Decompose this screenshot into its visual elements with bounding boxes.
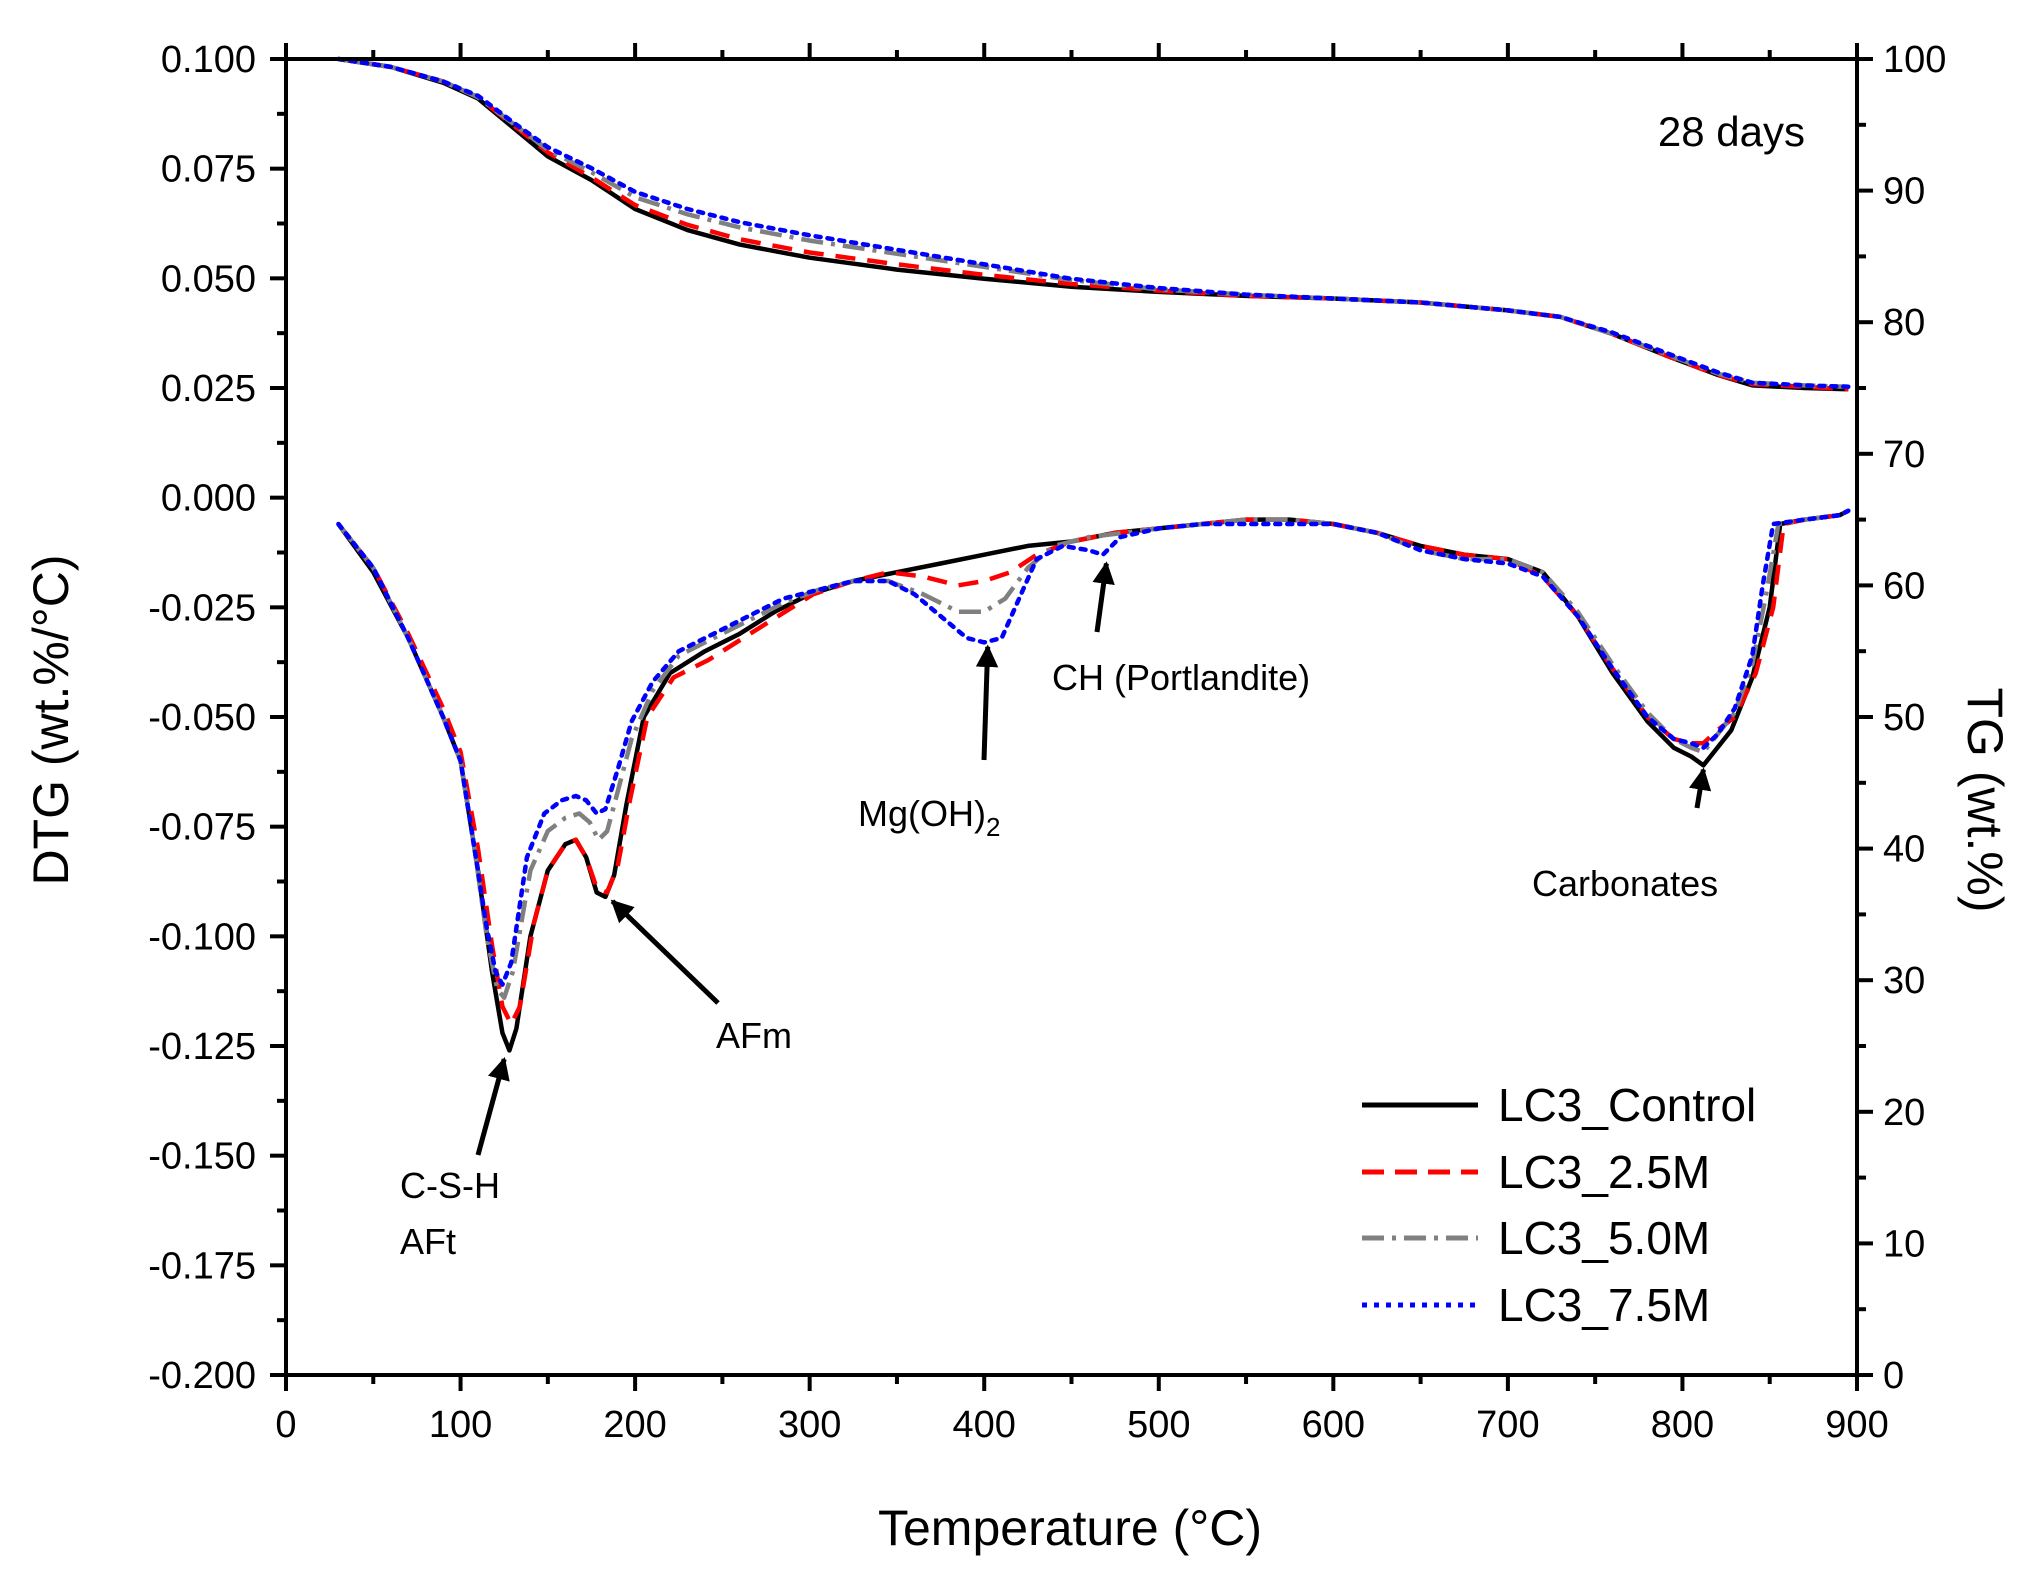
legend-label-5-0m: LC3_5.0M bbox=[1498, 1212, 1710, 1264]
tg-line-lc3-7-5m bbox=[336, 56, 1851, 389]
y-right-tick-label: 0 bbox=[1883, 1355, 1904, 1397]
afm-label: AFm bbox=[716, 1015, 792, 1056]
y-left-tick-label: -0.125 bbox=[148, 1026, 256, 1068]
y-right-tick-label: 60 bbox=[1883, 565, 1925, 607]
y-left-axis-title: DTG (wt.%/°C) bbox=[23, 554, 79, 885]
legend-label-2-5m: LC3_2.5M bbox=[1498, 1146, 1710, 1198]
x-tick-label: 900 bbox=[1825, 1404, 1888, 1446]
afm-arrow bbox=[610, 899, 720, 1005]
dtg-line-lc3-control bbox=[336, 508, 1850, 1053]
y-left-tick-label: 0.025 bbox=[161, 368, 256, 410]
y-left-tick-label: 0.075 bbox=[161, 149, 256, 191]
csh-label: C-S-H bbox=[400, 1165, 500, 1206]
y-right-tick-label: 10 bbox=[1883, 1223, 1925, 1265]
x-tick-label: 800 bbox=[1651, 1404, 1714, 1446]
y-right-tick-label: 80 bbox=[1883, 302, 1925, 344]
carbonates-arrow bbox=[1688, 767, 1712, 809]
x-tick-label: 200 bbox=[603, 1404, 666, 1446]
x-tick-label: 100 bbox=[429, 1404, 492, 1446]
legend-label-7-5m: LC3_7.5M bbox=[1498, 1279, 1710, 1331]
dtg-line-lc3-7-5m bbox=[336, 508, 1851, 987]
y-left-tick-label: 0.000 bbox=[161, 478, 256, 520]
y-right-tick-label: 50 bbox=[1883, 697, 1925, 739]
y-right-tick-label: 100 bbox=[1883, 39, 1946, 81]
annotations: C-S-H AFt AFm Mg(OH)2 CH (Portlandite) C… bbox=[400, 561, 1718, 1262]
series-layer bbox=[336, 56, 1851, 1053]
y-left-tick-label: -0.025 bbox=[148, 587, 256, 629]
mgoh-label-subscript: 2 bbox=[986, 812, 1000, 842]
x-tick-label: 400 bbox=[953, 1404, 1016, 1446]
panel-label: 28 days bbox=[1658, 108, 1805, 155]
y-right-tick-label: 20 bbox=[1883, 1092, 1925, 1134]
tg-line-lc3-2-5m bbox=[338, 56, 1849, 392]
y-right-tick-label: 90 bbox=[1883, 171, 1925, 213]
y-right-tick-label: 40 bbox=[1883, 829, 1925, 871]
csh-arrow bbox=[475, 1057, 510, 1156]
x-tick-label: 600 bbox=[1302, 1404, 1365, 1446]
y-right-axis-title: TG (wt.%) bbox=[1957, 688, 2013, 913]
x-tick-label: 0 bbox=[275, 1404, 296, 1446]
ch-arrow bbox=[1092, 561, 1115, 633]
y-right-tick-label: 70 bbox=[1883, 434, 1925, 476]
carbonates-label: Carbonates bbox=[1532, 863, 1718, 904]
mgoh-label: Mg(OH)2 bbox=[858, 793, 1000, 842]
x-tick-label: 700 bbox=[1476, 1404, 1539, 1446]
mgoh-arrow bbox=[975, 644, 999, 761]
x-tick-label: 500 bbox=[1127, 1404, 1190, 1446]
y-left-tick-label: -0.100 bbox=[148, 916, 256, 958]
y-left-tick-label: -0.050 bbox=[148, 697, 256, 739]
y-left-tick-label: 0.050 bbox=[161, 258, 256, 300]
ch-label: CH (Portlandite) bbox=[1052, 657, 1310, 698]
x-tick-label: 300 bbox=[778, 1404, 841, 1446]
y-left-tick-label: -0.200 bbox=[148, 1355, 256, 1397]
aft-label: AFt bbox=[400, 1221, 456, 1262]
y-left-tick-label: -0.150 bbox=[148, 1136, 256, 1178]
dtg-line-lc3-2-5m bbox=[336, 508, 1850, 1027]
y-left-tick-label: -0.175 bbox=[148, 1245, 256, 1287]
dtg-line-lc3-5-0m bbox=[336, 508, 1850, 1000]
y-left-tick-label: -0.075 bbox=[148, 807, 256, 849]
y-left-tick-label: 0.100 bbox=[161, 39, 256, 81]
legend-label-control: LC3_Control bbox=[1498, 1079, 1756, 1131]
axes-layer: 0 100 200 300 400 500 600 700 800 9000.1000.0750.… bbox=[148, 39, 1946, 1446]
y-right-tick-label: 30 bbox=[1883, 960, 1925, 1002]
mgoh-label-main: Mg(OH) bbox=[858, 793, 986, 834]
x-axis-title: Temperature (°C) bbox=[878, 1500, 1262, 1556]
legend: LC3_Control LC3_2.5M LC3_5.0M LC3_7.5M bbox=[1362, 1079, 1756, 1331]
